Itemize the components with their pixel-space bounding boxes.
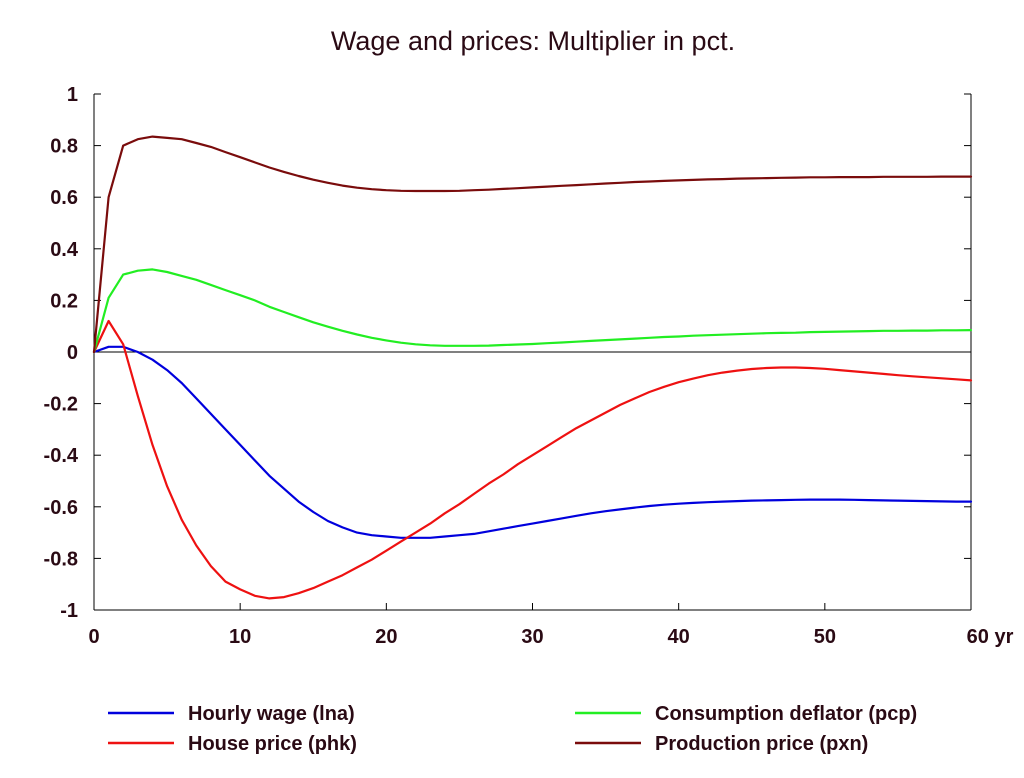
x-tick-label: 50: [814, 626, 836, 648]
y-tick-label: -0.2: [44, 394, 78, 416]
y-tick-label: -1: [60, 600, 78, 622]
y-tick-label: 1: [67, 84, 78, 106]
y-tick-label: 0.2: [50, 290, 78, 312]
x-tick-label: 60 yr: [967, 626, 1014, 648]
series-line: [92, 268, 973, 354]
y-tick-label: 0.4: [50, 239, 79, 261]
y-axis: 1 0.8 0.6 0.4 0.2 0 -0.2 -0.4 -0.6 -0.8 -1: [44, 84, 971, 622]
series-lines: [92, 135, 973, 600]
legend-label: Hourly wage (lna): [188, 703, 355, 725]
series-line: [92, 345, 973, 539]
chart-title: Wage and prices: Multiplier in pct.: [331, 26, 735, 56]
legend-label: Consumption deflator (pcp): [655, 703, 917, 725]
y-tick-label: 0.8: [50, 136, 78, 158]
y-tick-label: -0.4: [44, 445, 79, 467]
legend-label: House price (phk): [188, 733, 357, 755]
y-tick-label: 0.6: [50, 187, 78, 209]
x-tick-label: 20: [375, 626, 397, 648]
x-tick-label: 0: [88, 626, 99, 648]
x-tick-label: 30: [521, 626, 543, 648]
x-tick-label: 10: [229, 626, 251, 648]
x-axis: 0 10 20 30 40 50 60 yr: [88, 603, 1014, 648]
y-tick-label: -0.8: [44, 548, 78, 570]
series-line: [92, 319, 973, 600]
y-tick-label: -0.6: [44, 497, 78, 519]
legend: Hourly wage (lna) House price (phk) Consum…: [108, 703, 917, 755]
legend-label: Production price (pxn): [655, 733, 868, 755]
y-tick-label: 0: [67, 342, 78, 364]
series-line: [92, 135, 973, 354]
x-tick-label: 40: [668, 626, 690, 648]
